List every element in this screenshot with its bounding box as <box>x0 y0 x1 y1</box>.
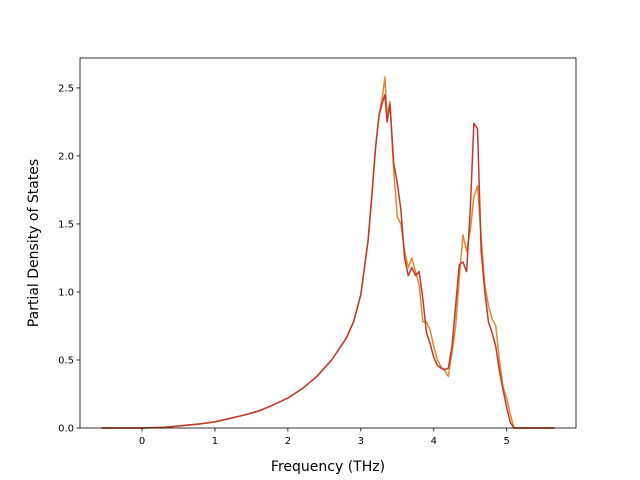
y-tick-label: 2.0 <box>58 151 74 162</box>
series-layer <box>101 76 555 429</box>
x-tick-label: 5 <box>504 436 510 447</box>
y-tick-label: 1.0 <box>58 287 74 298</box>
x-axis-label: Frequency (THz) <box>271 459 385 475</box>
x-tick-label: 2 <box>285 436 291 447</box>
y-tick-label: 1.5 <box>58 219 74 230</box>
x-tick-label: 1 <box>212 436 218 447</box>
y-axis-ticks: 0.0 0.5 1.0 1.5 2.0 2.5 <box>58 83 80 435</box>
y-tick-label: 2.5 <box>58 83 74 94</box>
x-tick-label: 3 <box>358 436 364 447</box>
x-tick-label: 4 <box>431 436 437 447</box>
series-line-2 <box>101 93 555 429</box>
y-tick-label: 0.0 <box>58 424 74 435</box>
x-tick-label: 0 <box>139 436 145 447</box>
plot-area <box>80 58 576 428</box>
y-tick-label: 0.5 <box>58 355 74 366</box>
y-axis-label: Partial Density of States <box>26 159 42 327</box>
x-axis-ticks: 0 1 2 3 4 5 <box>139 428 510 447</box>
axes-frame <box>79 57 577 429</box>
